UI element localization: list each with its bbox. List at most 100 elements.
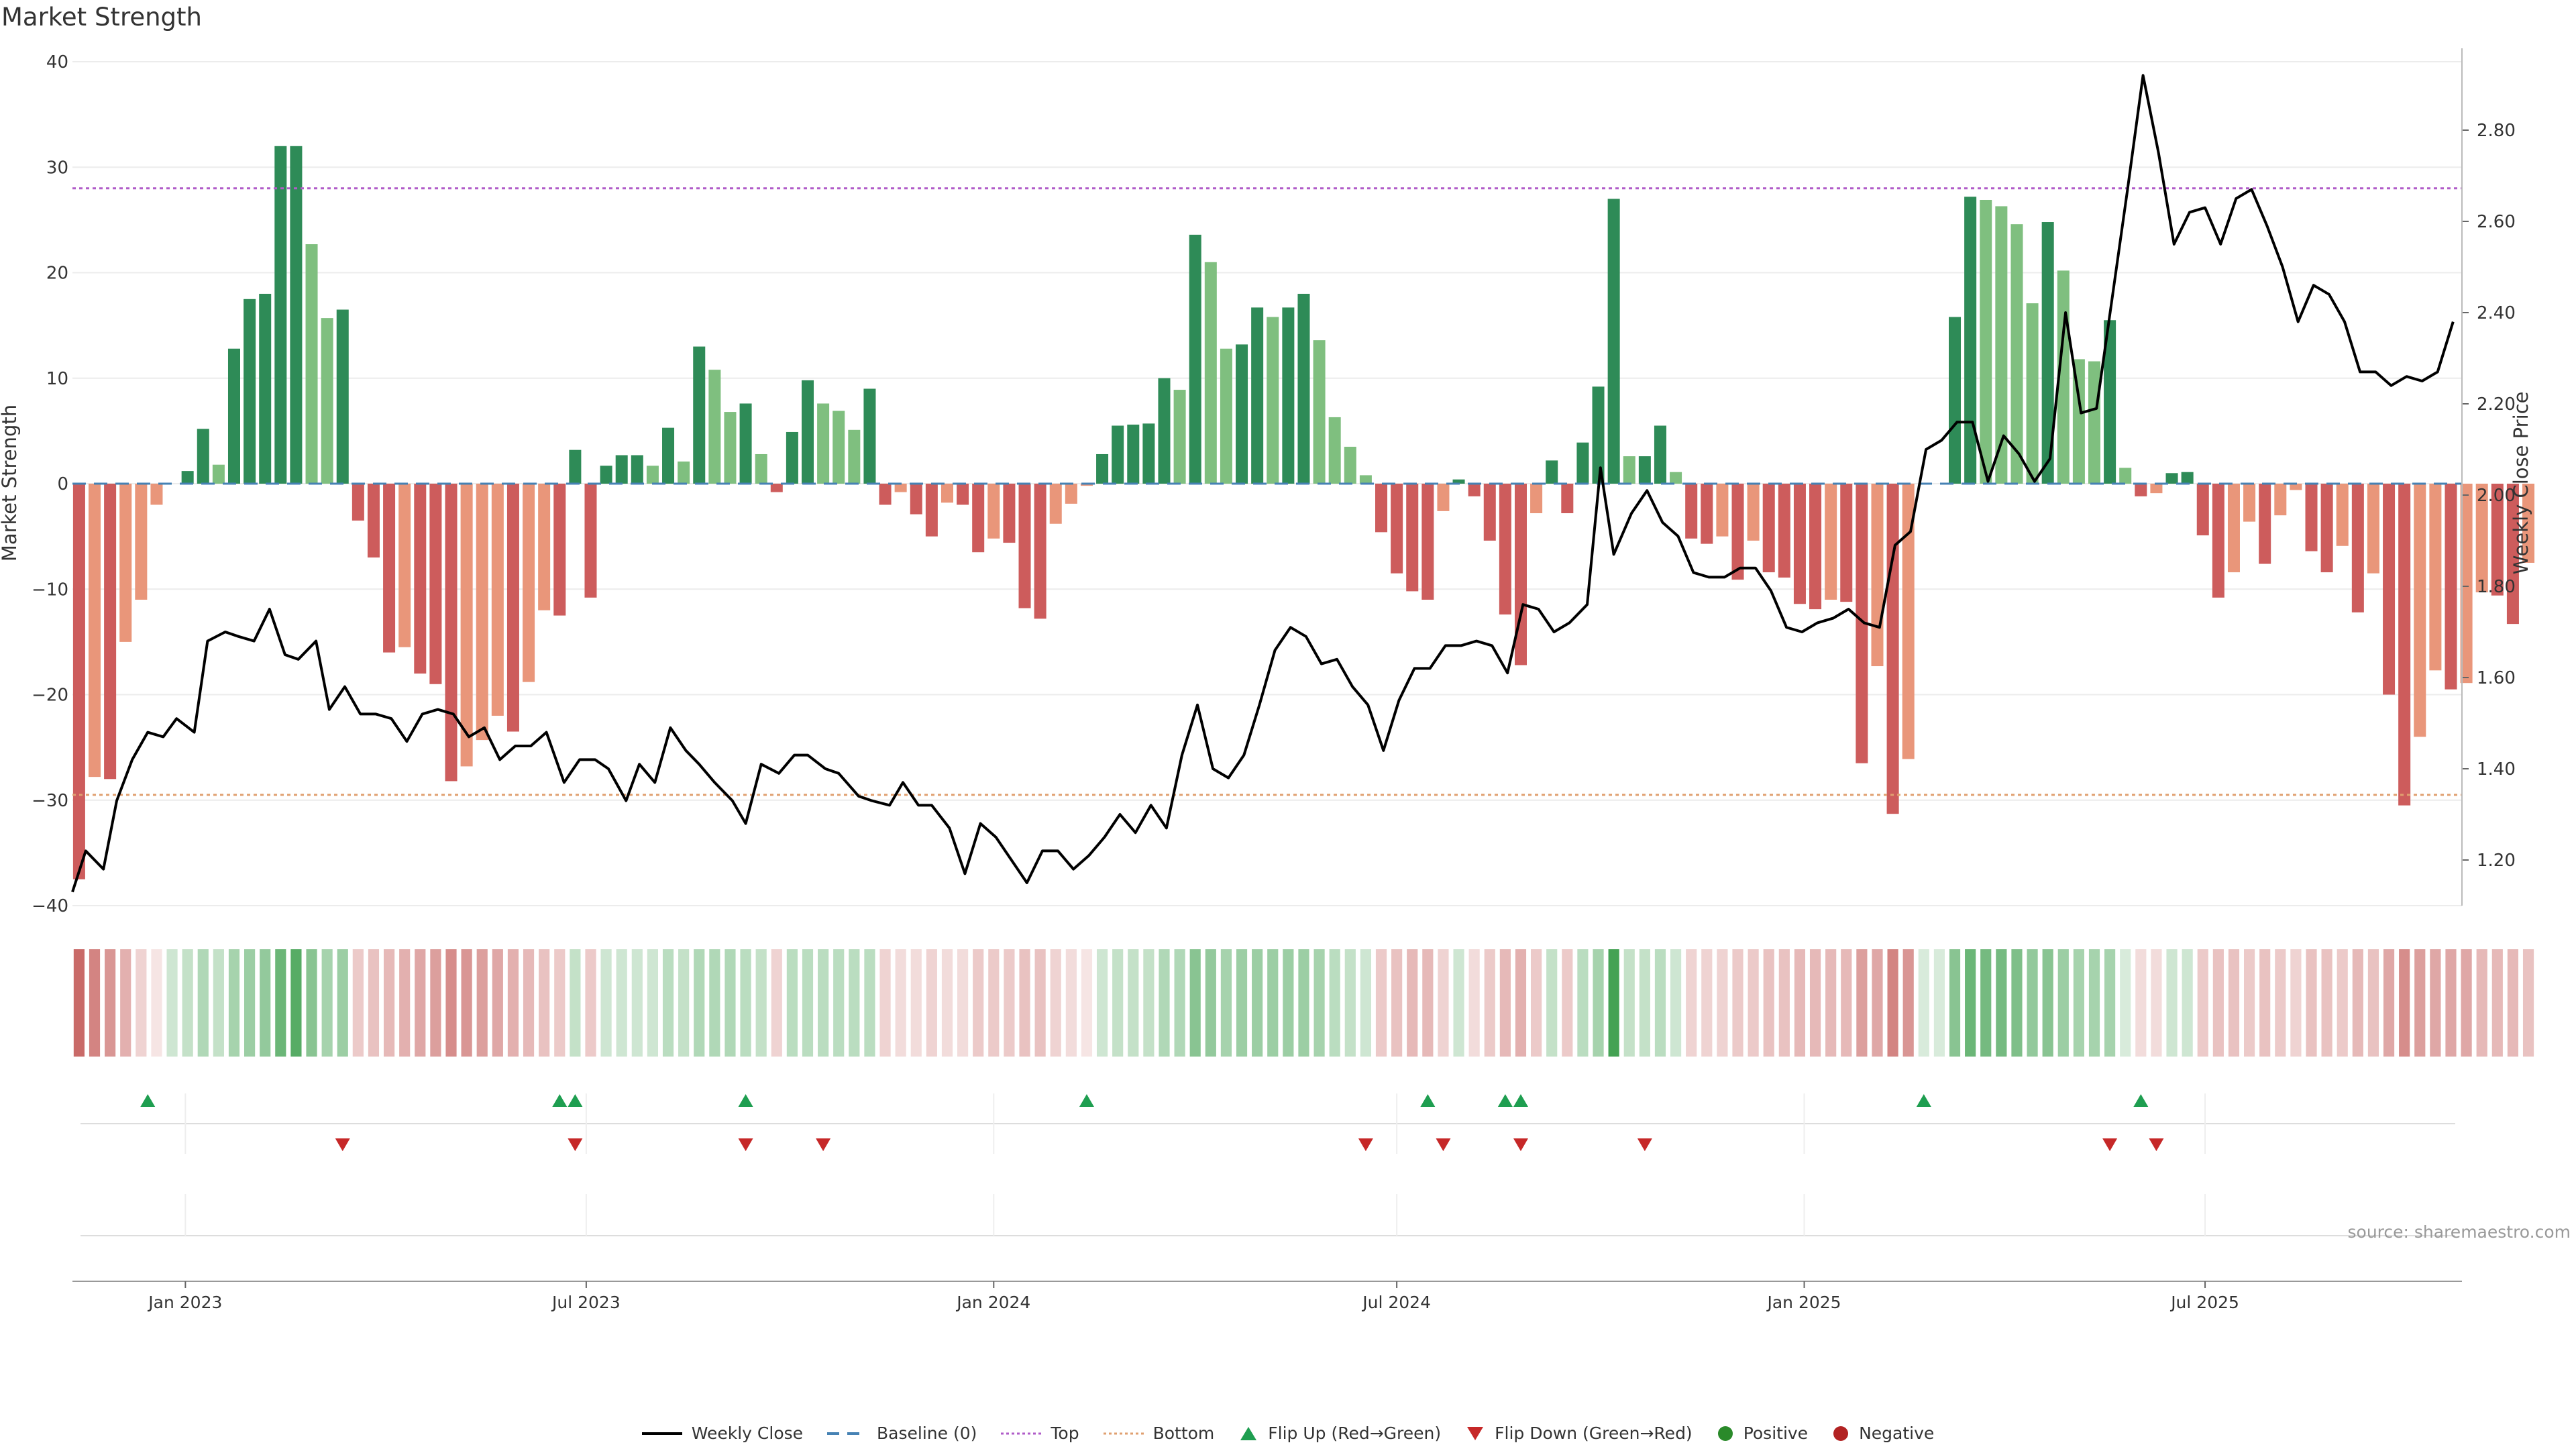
bar-positive	[1328, 417, 1341, 484]
y2-tick-label: 2.60	[2477, 212, 2516, 232]
bar-positive	[1576, 442, 1589, 484]
strip-cell	[1034, 949, 1046, 1057]
bar-negative	[1080, 484, 1093, 486]
bar-positive	[1313, 340, 1326, 484]
strip-cell	[1965, 949, 1976, 1057]
strip-cell	[1050, 949, 1061, 1057]
flip-up-marker	[568, 1094, 583, 1107]
bar-negative	[910, 484, 922, 515]
bar-positive	[2026, 303, 2039, 484]
bar-negative	[1421, 484, 1434, 600]
bar-positive	[290, 146, 303, 484]
strip-cell	[1809, 949, 1821, 1057]
strip-cell	[2430, 949, 2441, 1057]
strip-cell	[973, 949, 984, 1057]
bar-positive	[646, 466, 659, 484]
bar-negative	[1701, 484, 1713, 544]
bar-positive	[833, 411, 845, 484]
bar-negative	[476, 484, 488, 741]
bar-negative	[2212, 484, 2224, 598]
strip-cell	[321, 949, 333, 1057]
bar-positive	[1654, 425, 1666, 484]
weekly-close-line	[71, 74, 2455, 893]
strip-cell	[1344, 949, 1356, 1057]
bar-positive	[1964, 197, 1977, 484]
bar-negative	[2475, 484, 2488, 592]
bar-negative	[1003, 484, 1016, 543]
bar-positive	[678, 461, 690, 484]
bar-positive	[274, 146, 287, 484]
strip-cell	[709, 949, 720, 1057]
bar-negative	[523, 484, 535, 682]
legend: Weekly Close Baseline (0) Top Bottom Fli…	[0, 1424, 2576, 1443]
bar-positive	[1282, 307, 1295, 484]
strip-cell	[818, 949, 829, 1057]
flip-down-marker	[1513, 1138, 1528, 1151]
strip-cell	[849, 949, 860, 1057]
x-tick-label: Jan 2023	[147, 1293, 222, 1312]
strip-cell	[492, 949, 503, 1057]
strip-cell	[2228, 949, 2240, 1057]
strip-cell	[2461, 949, 2472, 1057]
y2-tick-label: 1.40	[2477, 759, 2516, 780]
flip-up-marker	[1079, 1094, 1094, 1107]
flip-up-marker	[552, 1094, 568, 1107]
bar-negative	[1856, 484, 1868, 763]
bar-negative	[2460, 484, 2473, 684]
strip-cell	[570, 949, 581, 1057]
bar-negative	[398, 484, 411, 647]
y-tick-label: 30	[46, 158, 68, 178]
bar-negative	[2243, 484, 2256, 522]
strip-cell	[120, 949, 131, 1057]
bar-positive	[615, 455, 628, 484]
strip-cell	[2367, 949, 2379, 1057]
bar-negative	[150, 484, 163, 505]
bar-negative	[104, 484, 117, 780]
strip-cell	[2197, 949, 2208, 1057]
strip-cell	[1159, 949, 1170, 1057]
bar-positive	[600, 466, 612, 484]
x-tick-label: Jan 2024	[955, 1293, 1030, 1312]
strip-cell	[1531, 949, 1542, 1057]
flip-down-marker	[568, 1138, 583, 1151]
y-tick-label: 10	[46, 369, 68, 389]
flip-down-marker	[335, 1138, 350, 1151]
y-tick-label: 20	[46, 264, 68, 284]
strip-cell	[1654, 949, 1666, 1057]
strip-cell	[2027, 949, 2038, 1057]
strip-cell	[507, 949, 519, 1057]
strip-cell	[1515, 949, 1527, 1057]
strip-cell	[1283, 949, 1294, 1057]
bar-negative	[2445, 484, 2457, 690]
bar-negative	[987, 484, 1000, 539]
bar-positive	[336, 309, 349, 484]
bar-negative	[2150, 484, 2163, 494]
flip-up-marker	[1497, 1094, 1513, 1107]
strip-cell	[2290, 949, 2302, 1057]
strip-cell	[616, 949, 627, 1057]
strip-cell	[182, 949, 193, 1057]
strip-cell	[2491, 949, 2503, 1057]
flip-down-marker	[1637, 1138, 1652, 1151]
strip-cell	[2352, 949, 2363, 1057]
bar-positive	[305, 244, 318, 484]
strip-cell	[786, 949, 798, 1057]
bar-negative	[383, 484, 396, 653]
bar-negative	[2196, 484, 2209, 536]
bar-negative	[1499, 484, 1511, 614]
strip-cell	[647, 949, 659, 1057]
bar-negative	[72, 484, 85, 879]
flip-up-marker	[140, 1094, 156, 1107]
strip-cell	[2522, 949, 2534, 1057]
strip-cell	[1918, 949, 1929, 1057]
legend-label: Flip Down (Green→Red)	[1495, 1424, 1693, 1443]
bar-positive	[1623, 456, 1635, 484]
bar-negative	[2305, 484, 2318, 551]
strip-cell	[352, 949, 364, 1057]
strip-cell	[957, 949, 969, 1057]
strip-cell	[941, 949, 953, 1057]
bar-negative	[2491, 484, 2504, 596]
x-axis: Jan 2023 Jul 2023 Jan 2024 Jul 2024 Jan 2025…	[72, 1281, 2462, 1312]
strip-cell	[1717, 949, 1728, 1057]
